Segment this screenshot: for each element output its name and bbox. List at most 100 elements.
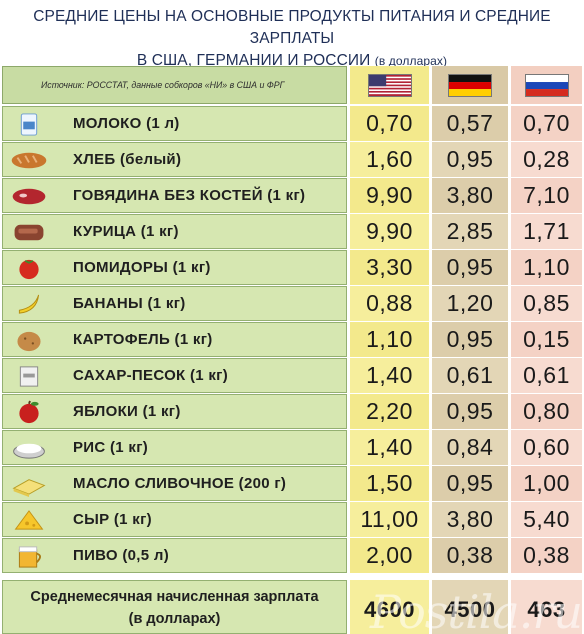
price-germany: 0,84 (432, 430, 508, 465)
food-cell: РИС (1 кг) (2, 430, 347, 465)
food-name: ЯБЛОКИ (1 кг) (73, 403, 181, 420)
title-unit: (в долларах) (374, 54, 448, 68)
price-russia: 0,61 (511, 358, 582, 393)
price-usa: 1,60 (350, 142, 429, 177)
food-name: БАНАНЫ (1 кг) (73, 295, 186, 312)
price-usa: 2,00 (350, 538, 429, 573)
price-usa: 1,40 (350, 358, 429, 393)
page-title: СРЕДНИЕ ЦЕНЫ НА ОСНОВНЫЕ ПРОДУКТЫ ПИТАНИ… (0, 6, 584, 72)
price-germany: 1,20 (432, 286, 508, 321)
price-germany: 0,95 (432, 250, 508, 285)
price-usa: 1,40 (350, 430, 429, 465)
price-russia: 0,85 (511, 286, 582, 321)
bread-icon (11, 152, 47, 169)
table-row: МАСЛО СЛИВОЧНОЕ (200 г) 1,50 0,95 1,00 (2, 466, 582, 501)
price-germany: 0,95 (432, 322, 508, 357)
price-russia: 1,71 (511, 214, 582, 249)
title-line-1: СРЕДНИЕ ЦЕНЫ НА ОСНОВНЫЕ ПРОДУКТЫ ПИТАНИ… (33, 8, 551, 47)
food-cell: МОЛОКО (1 л) (2, 106, 347, 141)
price-russia: 1,10 (511, 250, 582, 285)
price-germany: 0,95 (432, 142, 508, 177)
salary-label-line-1: Среднемесячная начисленная зарплата (30, 589, 319, 605)
food-name: ПОМИДОРЫ (1 кг) (73, 259, 211, 276)
price-russia: 0,28 (511, 142, 582, 177)
potato-icon (17, 331, 41, 352)
price-usa: 9,90 (350, 178, 429, 213)
tomato-icon (19, 259, 39, 280)
russia-column-header (511, 66, 582, 104)
price-russia: 0,38 (511, 538, 582, 573)
table-row: БАНАНЫ (1 кг) 0,88 1,20 0,85 (2, 286, 582, 321)
salary-label-line-2: (в долларах) (128, 611, 221, 627)
table-row: ПИВО (0,5 л) 2,00 0,38 0,38 (2, 538, 582, 573)
table-row: РИС (1 кг) 1,40 0,84 0,60 (2, 430, 582, 465)
food-name: МАСЛО СЛИВОЧНОЕ (200 г) (73, 475, 287, 492)
usa-column-header (350, 66, 429, 104)
beef-icon (12, 188, 46, 205)
price-germany: 3,80 (432, 178, 508, 213)
price-usa: 11,00 (350, 502, 429, 537)
salary-usa: 4600 (350, 580, 429, 634)
table-row: ГОВЯДИНА БЕЗ КОСТЕЙ (1 кг) 9,90 3,80 7,10 (2, 178, 582, 213)
chicken-icon (14, 224, 44, 241)
price-usa: 1,10 (350, 322, 429, 357)
butter-icon (12, 479, 46, 497)
price-usa: 2,20 (350, 394, 429, 429)
banana-icon (18, 294, 40, 314)
table-row: МОЛОКО (1 л) 0,70 0,57 0,70 (2, 106, 582, 141)
title-countries: В США, ГЕРМАНИИ И РОССИИ (136, 52, 371, 69)
food-cell: КАРТОФЕЛЬ (1 кг) (2, 322, 347, 357)
source-header: Источник: РОССТАТ, данные собкоров «НИ» … (2, 66, 347, 104)
source-text: Источник: РОССТАТ, данные собкоров «НИ» … (41, 80, 285, 90)
russia-flag-icon (524, 74, 569, 97)
food-cell: ХЛЕБ (белый) (2, 142, 347, 177)
price-russia: 7,10 (511, 178, 582, 213)
price-germany: 0,61 (432, 358, 508, 393)
food-cell: МАСЛО СЛИВОЧНОЕ (200 г) (2, 466, 347, 501)
food-name: КАРТОФЕЛЬ (1 кг) (73, 331, 213, 348)
price-germany: 0,38 (432, 538, 508, 573)
price-germany: 0,57 (432, 106, 508, 141)
price-russia: 5,40 (511, 502, 582, 537)
table-row: КУРИЦА (1 кг) 9,90 2,85 1,71 (2, 214, 582, 249)
food-name: САХАР-ПЕСОК (1 кг) (73, 367, 229, 384)
price-germany: 2,85 (432, 214, 508, 249)
price-germany: 0,95 (432, 466, 508, 501)
price-usa: 1,50 (350, 466, 429, 501)
salary-germany: 4500 (432, 580, 508, 634)
salary-russia: 463 (511, 580, 582, 634)
food-name: ХЛЕБ (белый) (73, 151, 182, 168)
milk-icon (20, 113, 38, 136)
price-usa: 3,30 (350, 250, 429, 285)
salary-label: Среднемесячная начисленная зарплата (в д… (2, 580, 347, 634)
salary-row: Среднемесячная начисленная зарплата (в д… (2, 580, 582, 634)
germany-flag-icon (448, 74, 492, 97)
title-line-2: В США, ГЕРМАНИИ И РОССИИ (в долларах) (0, 50, 584, 72)
food-name: ГОВЯДИНА БЕЗ КОСТЕЙ (1 кг) (73, 187, 306, 204)
food-cell: ЯБЛОКИ (1 кг) (2, 394, 347, 429)
germany-column-header (432, 66, 508, 104)
food-cell: СЫР (1 кг) (2, 502, 347, 537)
price-germany: 3,80 (432, 502, 508, 537)
price-usa: 0,88 (350, 286, 429, 321)
table-row: ХЛЕБ (белый) 1,60 0,95 0,28 (2, 142, 582, 177)
price-russia: 0,15 (511, 322, 582, 357)
table-row: ПОМИДОРЫ (1 кг) 3,30 0,95 1,10 (2, 250, 582, 285)
food-cell: КУРИЦА (1 кг) (2, 214, 347, 249)
price-russia: 0,60 (511, 430, 582, 465)
food-name: СЫР (1 кг) (73, 511, 152, 528)
table-row: ЯБЛОКИ (1 кг) 2,20 0,95 0,80 (2, 394, 582, 429)
watermark: Postila.ru (370, 585, 583, 634)
rice-icon (13, 443, 45, 459)
food-name: МОЛОКО (1 л) (73, 115, 180, 132)
food-name: ПИВО (0,5 л) (73, 547, 169, 564)
cheese-icon (14, 510, 44, 530)
usa-flag-icon (367, 74, 412, 97)
table-row: КАРТОФЕЛЬ (1 кг) 1,10 0,95 0,15 (2, 322, 582, 357)
price-germany: 0,95 (432, 394, 508, 429)
beer-icon (18, 546, 42, 568)
food-cell: ГОВЯДИНА БЕЗ КОСТЕЙ (1 кг) (2, 178, 347, 213)
food-cell: ПИВО (0,5 л) (2, 538, 347, 573)
sugar-icon (19, 366, 39, 387)
price-russia: 1,00 (511, 466, 582, 501)
